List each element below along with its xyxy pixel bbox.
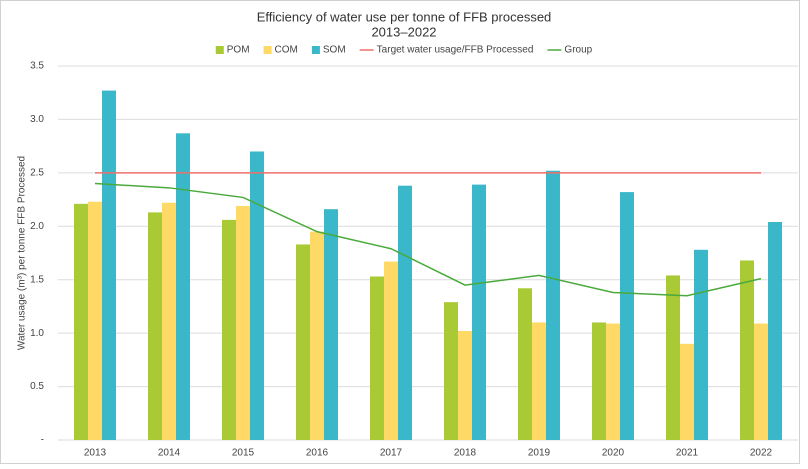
bar (102, 90, 116, 440)
bar (458, 331, 472, 440)
bar (384, 261, 398, 440)
bar (592, 322, 606, 440)
bar (296, 244, 310, 440)
line-series (94, 182, 762, 297)
bar (768, 222, 782, 440)
bar (370, 276, 384, 440)
bar (148, 212, 162, 440)
x-tick-label: 2014 (158, 448, 181, 459)
y-tick-label: 2.5 (30, 167, 44, 178)
bar (694, 249, 708, 440)
bar (236, 205, 250, 440)
bar (740, 260, 754, 440)
y-tick-label: 3.0 (30, 114, 44, 125)
legend-label: SOM (323, 45, 346, 56)
bar (310, 231, 324, 440)
bar (444, 302, 458, 440)
bar (518, 288, 532, 440)
bar (680, 343, 694, 440)
bar (620, 192, 634, 440)
legend-item: COM (263, 45, 298, 56)
y-tick-label: 1.0 (30, 328, 44, 339)
bar (176, 133, 190, 440)
x-tick-label: 2016 (306, 448, 329, 459)
y-tick-label: 0.5 (30, 381, 44, 392)
bar (398, 185, 412, 440)
x-tick-label: 2013 (84, 448, 107, 459)
x-tick-label: 2020 (602, 448, 625, 459)
bar (324, 209, 338, 440)
bar (74, 203, 88, 440)
bar (532, 322, 546, 440)
bar (666, 275, 680, 440)
legend-label: COM (275, 45, 298, 56)
x-tick-label: 2019 (528, 448, 551, 459)
x-tick-label: 2017 (380, 448, 403, 459)
legend-item: Target water usage/FFB Processed (359, 45, 534, 56)
bar (546, 170, 560, 440)
chart-subtitle: 2013–2022 (371, 24, 436, 39)
legend-swatch (311, 46, 320, 54)
legend-label: Group (564, 45, 592, 56)
x-tick-label: 2022 (750, 448, 773, 459)
y-tick-label: 3.5 (30, 61, 44, 72)
bar (754, 323, 768, 440)
bar (162, 202, 176, 440)
chart-title: Efficiency of water use per tonne of FFB… (257, 9, 552, 24)
x-tick-label: 2015 (232, 448, 255, 459)
legend-label: POM (227, 45, 250, 56)
legend-label: Target water usage/FFB Processed (377, 45, 534, 56)
y-tick-label: 1.5 (30, 274, 44, 285)
x-tick-label: 2018 (454, 448, 477, 459)
bar (472, 184, 486, 440)
y-axis-label: Water usage (m³) per tonne FFB Processed (17, 156, 28, 350)
x-tick-label: 2021 (676, 448, 699, 459)
legend-swatch (263, 46, 272, 54)
bar (250, 151, 264, 440)
legend-item: Group (547, 45, 593, 56)
legend-item: SOM (311, 45, 346, 56)
y-tick-label: 2.0 (30, 221, 44, 232)
bar (606, 323, 620, 440)
legend-swatch (215, 46, 224, 54)
y-tick-label: - (41, 435, 44, 446)
bar (222, 219, 236, 440)
legend-item: POM (215, 45, 250, 56)
bar (88, 201, 102, 440)
